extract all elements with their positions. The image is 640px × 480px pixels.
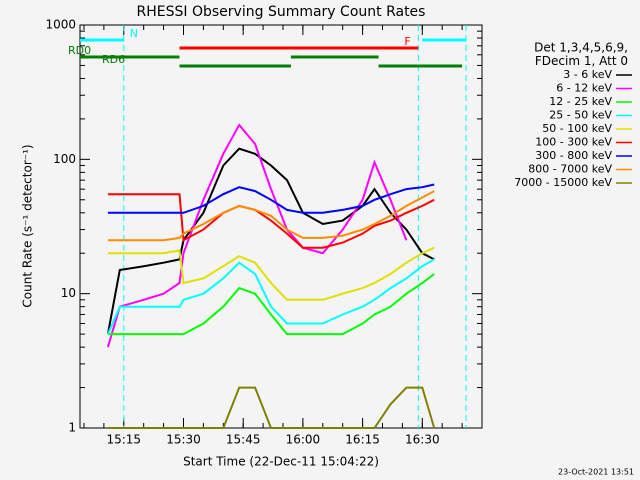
series-line [107,193,435,249]
series-line [107,190,435,242]
x-tick-label: 15:15 [106,433,141,447]
y-tick-label: 1000 [45,18,76,32]
x-tick-label: 15:45 [226,433,261,447]
legend-label: 25 - 50 keV [549,109,612,122]
series-line [107,386,436,429]
series-line [106,258,435,335]
legend-label: 50 - 100 keV [542,122,612,135]
legend-label: 6 - 12 keV [556,82,612,95]
flag-label: N [130,27,138,40]
plot-frame [79,24,483,429]
y-tick-label: 1 [68,421,76,435]
chart-title: RHESSI Observing Summary Count Rates [137,4,426,20]
legend-label: 12 - 25 keV [549,95,612,108]
legend-label: 3 - 6 keV [563,68,612,81]
y-tick-label: 100 [53,152,76,166]
flag-label: RD0 [68,44,91,57]
series-line [107,183,435,214]
series-line [107,246,435,301]
footer: 23-Oct-2021 13:51 [558,468,634,477]
flag-label: RD6 [102,53,125,66]
y-tick-label: 10 [61,286,76,300]
series-line [107,273,435,336]
x-tick-label: 16:15 [345,433,380,447]
y-axis-label: Count Rate (s⁻¹ detector⁻¹) [21,144,35,307]
x-tick-label: 16:30 [405,433,440,447]
legend-label: 300 - 800 keV [535,149,612,162]
flag-label: F [404,35,410,48]
x-tick-label: 15:30 [166,433,201,447]
legend-header: Det 1,3,4,5,6,9, [534,41,628,55]
legend-label: 800 - 7000 keV [528,163,612,176]
legend-label: 100 - 300 keV [535,136,612,149]
series-line [106,123,408,348]
x-axis-label: Start Time (22-Dec-11 15:04:22) [183,455,379,469]
x-tick-label: 16:00 [286,433,321,447]
series-line [106,147,435,335]
legend-label: 7000 - 15000 keV [514,176,612,189]
legend-header: FDecim 1, Att 0 [535,54,628,68]
